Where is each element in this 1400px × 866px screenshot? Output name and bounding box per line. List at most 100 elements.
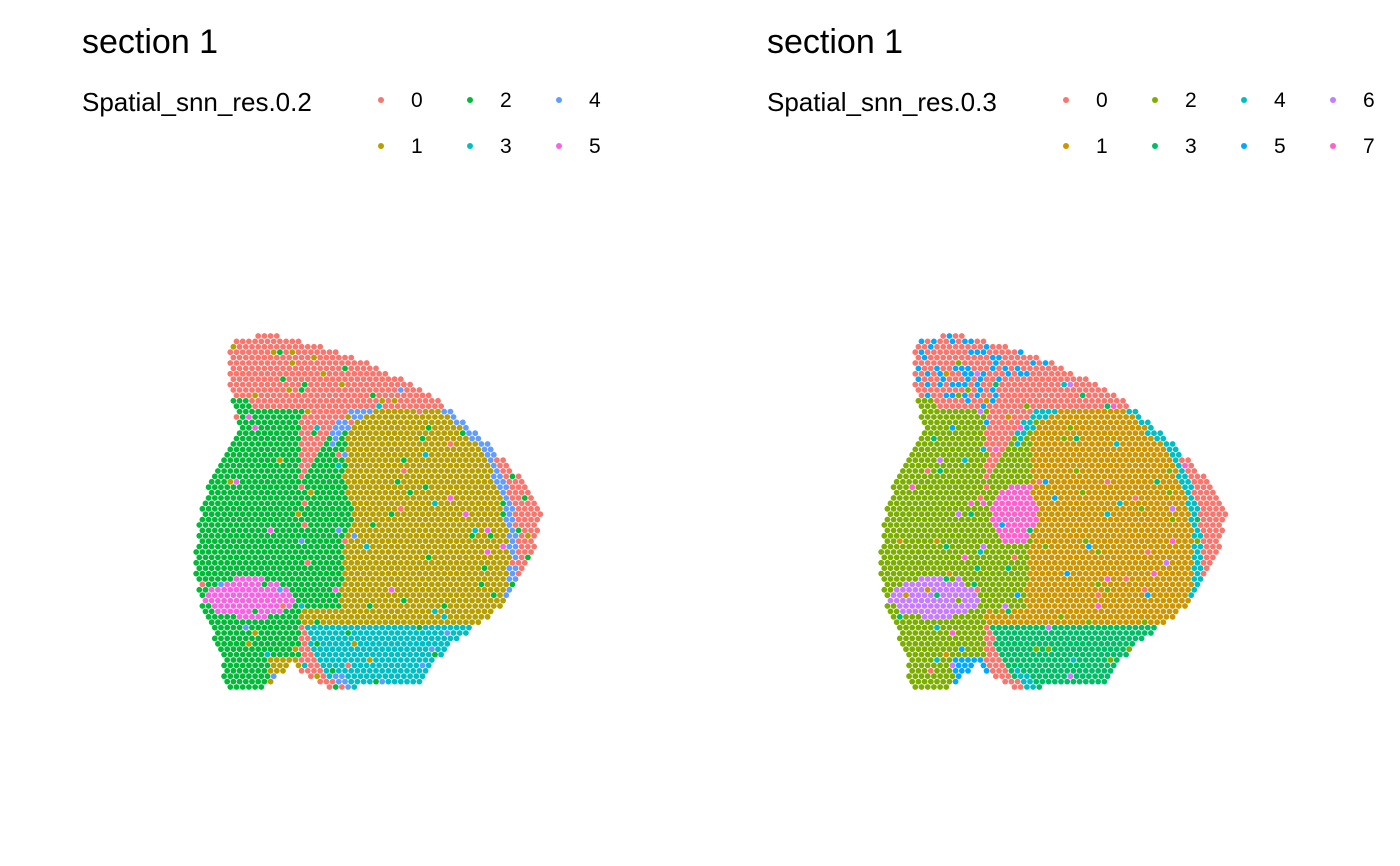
- spot-point: [1154, 576, 1160, 582]
- spot-point: [218, 559, 224, 566]
- spot-point: [1011, 619, 1018, 626]
- spot-point: [329, 430, 336, 437]
- spot-point: [1089, 419, 1095, 426]
- spot-point: [1104, 576, 1111, 582]
- spot-point: [373, 678, 379, 685]
- spot-point: [1070, 538, 1077, 545]
- spot-point: [249, 570, 255, 577]
- spot-point: [999, 543, 1005, 550]
- spot-point: [1008, 570, 1015, 577]
- spot-point: [980, 414, 987, 420]
- spot-point: [512, 565, 519, 572]
- spot-point: [466, 451, 472, 458]
- spot-point: [304, 343, 311, 350]
- spot-point: [1120, 451, 1126, 458]
- spot-point: [937, 457, 943, 464]
- spot-point: [1070, 408, 1077, 415]
- spot-point: [215, 522, 221, 528]
- spot-point: [1138, 505, 1145, 512]
- spot-point: [401, 619, 407, 626]
- spot-point: [952, 592, 959, 599]
- spot-point: [401, 576, 407, 582]
- spot-point: [1011, 565, 1018, 572]
- spot-point: [273, 624, 280, 631]
- spot-point: [1123, 446, 1129, 453]
- spot-point: [432, 424, 438, 431]
- spot-point: [1126, 570, 1133, 577]
- spot-point: [438, 435, 444, 442]
- spot-point: [314, 414, 320, 420]
- spot-point: [1076, 549, 1083, 555]
- spot-point: [286, 343, 293, 350]
- spot-point: [227, 576, 234, 582]
- spot-point: [379, 527, 386, 534]
- spot-point: [1020, 430, 1027, 437]
- spot-point: [351, 414, 358, 420]
- spot-point: [292, 646, 299, 653]
- spot-point: [1082, 549, 1089, 555]
- spot-point: [1024, 468, 1030, 474]
- spot-point: [965, 581, 971, 588]
- spot-point: [360, 376, 367, 383]
- spot-point: [376, 597, 382, 604]
- spot-point: [900, 619, 906, 626]
- spot-point: [410, 581, 417, 588]
- spot-point: [927, 538, 934, 545]
- spot-point: [1024, 360, 1030, 366]
- spot-point: [298, 441, 305, 447]
- spot-point: [1092, 576, 1098, 582]
- spot-point: [286, 408, 293, 415]
- spot-point: [531, 543, 537, 550]
- spot-point: [1175, 462, 1182, 469]
- spot-point: [227, 554, 234, 561]
- spot-point: [500, 532, 506, 539]
- spot-point: [952, 570, 959, 577]
- spot-point: [1008, 387, 1015, 393]
- spot-point: [292, 387, 299, 393]
- spot-point: [404, 527, 410, 534]
- spot-point: [971, 397, 978, 404]
- spot-point: [404, 387, 410, 393]
- spot-point: [1210, 554, 1216, 561]
- spot-point: [1011, 576, 1018, 582]
- spot-point: [345, 403, 351, 410]
- spot-point: [363, 662, 370, 669]
- spot-point: [1061, 392, 1067, 399]
- spot-point: [1169, 441, 1176, 447]
- spot-point: [354, 462, 361, 469]
- spot-point: [255, 473, 262, 480]
- spot-point: [447, 451, 454, 458]
- spot-point: [900, 576, 906, 582]
- spot-point: [370, 435, 376, 442]
- spot-point: [385, 505, 392, 512]
- spot-point: [1104, 468, 1111, 474]
- spot-point: [435, 484, 441, 491]
- spot-point: [983, 473, 990, 480]
- spot-point: [1055, 457, 1061, 464]
- spot-point: [292, 451, 299, 458]
- spot-point: [295, 619, 302, 626]
- spot-point: [394, 662, 401, 669]
- spot-point: [1154, 565, 1160, 572]
- spot-point: [317, 419, 324, 426]
- spot-point: [924, 446, 931, 453]
- spot-point: [304, 397, 311, 404]
- spot-point: [518, 478, 525, 485]
- spot-point: [487, 500, 494, 507]
- spot-point: [1042, 619, 1049, 626]
- spot-point: [345, 662, 351, 669]
- spot-point: [329, 613, 336, 620]
- spot-point: [971, 559, 978, 566]
- spot-point: [1144, 538, 1151, 545]
- spot-point: [974, 349, 981, 356]
- spot-point: [903, 495, 909, 501]
- spot-point: [373, 581, 379, 588]
- spot-point: [1194, 516, 1201, 523]
- spot-point: [246, 489, 252, 496]
- spot-point: [915, 505, 922, 512]
- spot-point: [280, 549, 286, 555]
- spot-point: [1172, 597, 1179, 604]
- spot-point: [1206, 538, 1213, 545]
- spot-point: [993, 543, 999, 550]
- spot-point: [354, 581, 361, 588]
